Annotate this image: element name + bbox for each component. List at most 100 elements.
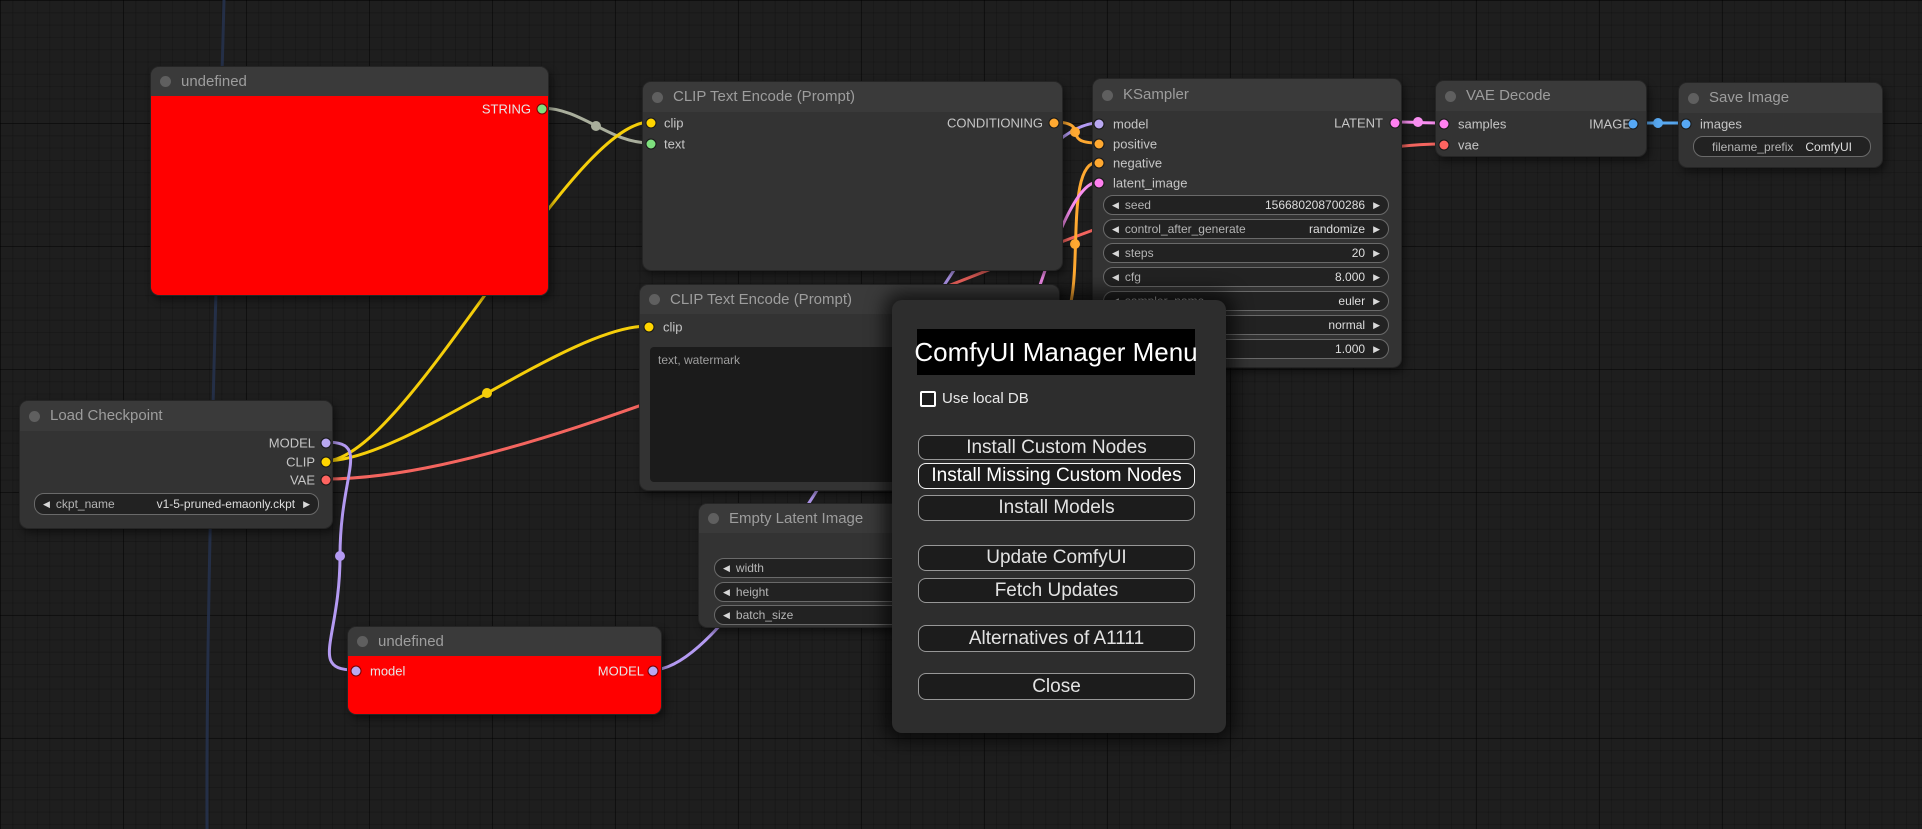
node-title: VAE Decode — [1436, 81, 1646, 111]
alternatives-of-a1111-button[interactable]: Alternatives of A1111 — [918, 625, 1195, 652]
widget-value: 20 — [1351, 246, 1366, 260]
collapse-dot-icon[interactable] — [29, 411, 40, 422]
node-title: Load Checkpoint — [20, 401, 332, 431]
output-port-model[interactable] — [321, 438, 331, 448]
output-port-vae[interactable] — [321, 475, 331, 485]
increment-arrow-icon[interactable]: ▶ — [303, 498, 310, 509]
output-label: VAE — [289, 472, 315, 488]
collapse-dot-icon[interactable] — [1688, 93, 1699, 104]
decrement-arrow-icon[interactable]: ◀ — [723, 562, 730, 573]
widget-label: filename_prefix — [1712, 139, 1794, 154]
decrement-arrow-icon[interactable]: ◀ — [1112, 247, 1119, 258]
install-missing-custom-nodes-button[interactable]: Install Missing Custom Nodes — [918, 463, 1195, 489]
widget-value: 8.000 — [1335, 270, 1366, 284]
output-port-clip[interactable] — [321, 457, 331, 467]
widget-label: seed — [1124, 198, 1151, 212]
widget-label: height — [735, 585, 769, 599]
input-port-model[interactable] — [351, 666, 361, 676]
input-label: samples — [1458, 116, 1507, 132]
increment-arrow-icon[interactable]: ▶ — [1373, 247, 1380, 258]
input-label: model — [1113, 116, 1149, 132]
widget-value: randomize — [1309, 222, 1366, 236]
input-port-vae[interactable] — [1439, 140, 1449, 150]
close-button[interactable]: Close — [918, 673, 1195, 700]
collapse-dot-icon[interactable] — [649, 294, 660, 305]
increment-arrow-icon[interactable]: ▶ — [1373, 199, 1380, 210]
output-port-model[interactable] — [648, 666, 658, 676]
node-error-body — [151, 96, 548, 295]
input-port-latent-image[interactable] — [1094, 178, 1104, 188]
input-port-clip[interactable] — [646, 118, 656, 128]
increment-arrow-icon[interactable]: ▶ — [1373, 343, 1380, 354]
input-port-clip[interactable] — [644, 322, 654, 332]
input-port-positive[interactable] — [1094, 139, 1104, 149]
node-load-checkpoint[interactable]: Load Checkpoint MODEL CLIP VAE ◀ ckpt_na… — [19, 400, 333, 529]
collapse-dot-icon[interactable] — [652, 92, 663, 103]
decrement-arrow-icon[interactable]: ◀ — [1112, 271, 1119, 282]
node-title: undefined — [151, 67, 548, 96]
output-label: MODEL — [597, 663, 644, 679]
input-port-samples[interactable] — [1439, 119, 1449, 129]
node-clip-text-encode-1[interactable]: CLIP Text Encode (Prompt) clip text COND… — [642, 81, 1063, 271]
input-label: negative — [1113, 155, 1163, 171]
input-port-text[interactable] — [646, 139, 656, 149]
input-port-model[interactable] — [1094, 119, 1104, 129]
collapse-dot-icon[interactable] — [357, 636, 368, 647]
input-label: text — [664, 136, 685, 152]
widget-label: steps — [1124, 246, 1154, 260]
decrement-arrow-icon[interactable]: ◀ — [1112, 199, 1119, 210]
collapse-dot-icon[interactable] — [1445, 91, 1456, 102]
increment-arrow-icon[interactable]: ▶ — [1373, 223, 1380, 234]
use-local-db-checkbox[interactable] — [920, 391, 936, 407]
widget-height[interactable]: ◀ height — [714, 582, 921, 602]
install-custom-nodes-button[interactable]: Install Custom Nodes — [918, 435, 1195, 460]
collapse-dot-icon[interactable] — [708, 513, 719, 524]
output-label: CONDITIONING — [946, 115, 1043, 131]
widget-label: batch_size — [735, 608, 794, 622]
increment-arrow-icon[interactable]: ▶ — [1373, 295, 1380, 306]
collapse-dot-icon[interactable] — [1102, 90, 1113, 101]
output-port-string[interactable] — [537, 104, 547, 114]
input-port-negative[interactable] — [1094, 158, 1104, 168]
output-port-conditioning[interactable] — [1049, 118, 1059, 128]
widget-seed[interactable]: ◀ seed 156680208700286 ▶ — [1103, 195, 1389, 215]
collapse-dot-icon[interactable] — [160, 76, 171, 87]
update-comfyui-button[interactable]: Update ComfyUI — [918, 545, 1195, 571]
output-port-image[interactable] — [1628, 119, 1638, 129]
node-vae-decode[interactable]: VAE Decode samples vae IMAGE — [1435, 80, 1647, 157]
node-save-image[interactable]: Save Image images filename_prefix ComfyU… — [1678, 82, 1883, 168]
install-models-button[interactable]: Install Models — [918, 495, 1195, 521]
widget-filename-prefix[interactable]: filename_prefix ComfyUI — [1693, 136, 1871, 157]
widget-label: control_after_generate — [1124, 222, 1246, 236]
widget-batch-size[interactable]: ◀ batch_size — [714, 605, 921, 625]
widget-label: cfg — [1124, 270, 1141, 284]
output-label: IMAGE — [1589, 116, 1631, 132]
widget-cfg[interactable]: ◀ cfg 8.000 ▶ — [1103, 267, 1389, 287]
decrement-arrow-icon[interactable]: ◀ — [723, 586, 730, 597]
input-label: vae — [1458, 137, 1479, 153]
widget-value: ComfyUI — [1805, 139, 1852, 154]
decrement-arrow-icon[interactable]: ◀ — [723, 609, 730, 620]
input-label: latent_image — [1113, 175, 1188, 191]
output-port-latent[interactable] — [1390, 118, 1400, 128]
widget-value: euler — [1338, 294, 1366, 308]
decrement-arrow-icon[interactable]: ◀ — [1112, 223, 1119, 234]
widget-ckpt-name[interactable]: ◀ ckpt_name v1-5-pruned-emaonly.ckpt ▶ — [34, 493, 319, 515]
widget-width[interactable]: ◀ width — [714, 558, 921, 578]
input-label: clip — [664, 115, 684, 131]
node-title: Save Image — [1679, 83, 1882, 113]
node-undefined-bottom[interactable]: undefined model MODEL — [347, 626, 662, 715]
increment-arrow-icon[interactable]: ▶ — [1373, 319, 1380, 330]
widget-value: 156680208700286 — [1264, 198, 1366, 212]
fetch-updates-button[interactable]: Fetch Updates — [918, 578, 1195, 603]
output-label: CLIP — [286, 454, 315, 470]
node-undefined-top[interactable]: undefined STRING — [150, 66, 549, 296]
input-port-images[interactable] — [1681, 119, 1691, 129]
decrement-arrow-icon[interactable]: ◀ — [43, 498, 50, 509]
increment-arrow-icon[interactable]: ▶ — [1373, 271, 1380, 282]
node-title: KSampler — [1093, 79, 1401, 111]
widget-label: width — [735, 561, 764, 575]
widget-steps[interactable]: ◀ steps 20 ▶ — [1103, 243, 1389, 263]
node-title: undefined — [348, 627, 661, 656]
widget-control-after-generate[interactable]: ◀ control_after_generate randomize ▶ — [1103, 219, 1389, 239]
